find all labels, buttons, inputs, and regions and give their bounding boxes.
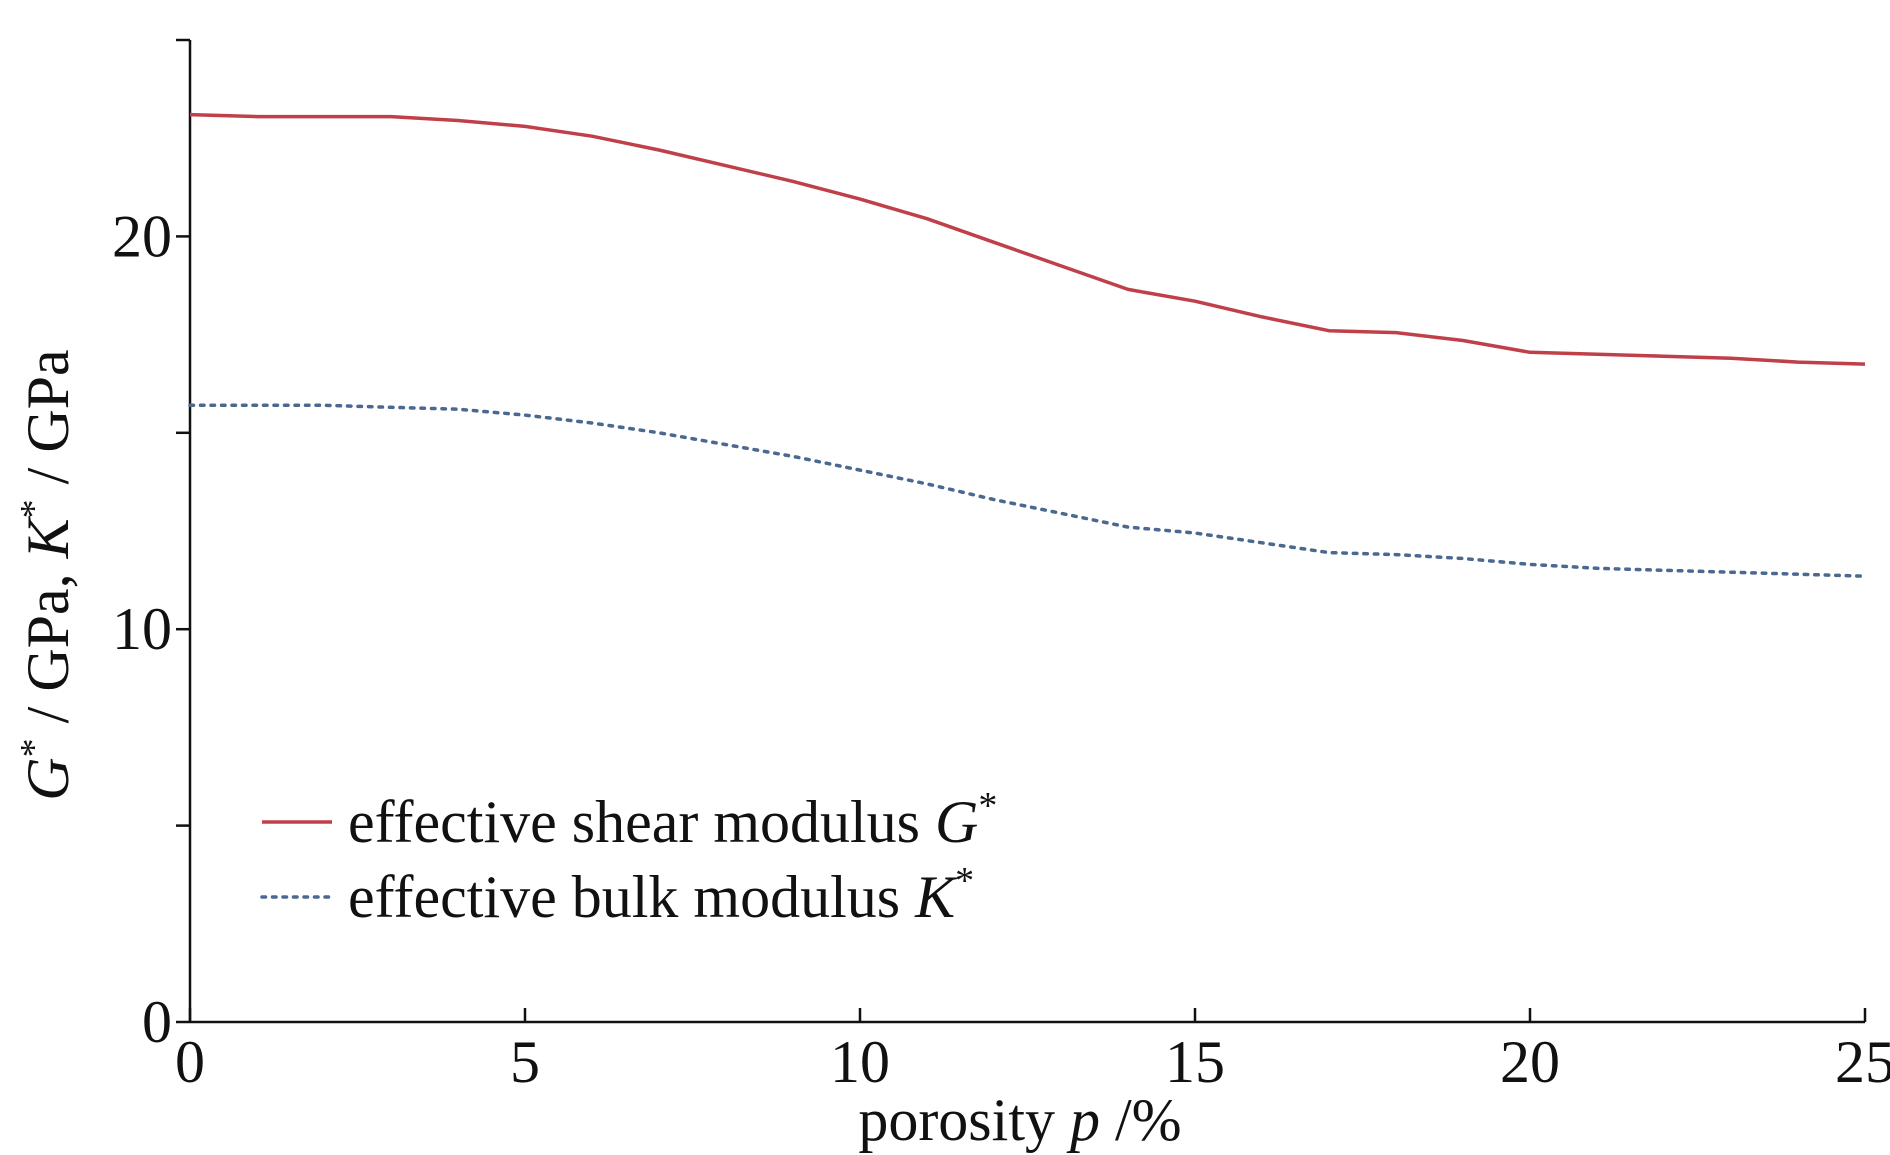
x-tick-label: 25 bbox=[1835, 1029, 1890, 1095]
x-tick-label: 5 bbox=[510, 1029, 540, 1095]
y-axis-title-k-sup: * bbox=[13, 499, 55, 518]
series-line-shear bbox=[189, 112, 1866, 366]
y-tick-label: 0 bbox=[142, 989, 172, 1055]
y-axis-title-g-sup: * bbox=[13, 738, 55, 757]
x-axis-title-prefix: porosity bbox=[858, 1087, 1070, 1153]
y-axis-title-k-unit: / GPa bbox=[15, 349, 81, 499]
y-axis-title: G* / GPa, K* / GPa bbox=[13, 349, 81, 800]
legend-label-shear-name: effective shear modulus bbox=[348, 789, 920, 855]
y-tick-label: 10 bbox=[112, 596, 172, 662]
x-tick-label: 10 bbox=[830, 1029, 890, 1095]
x-axis-title: porosity p /% bbox=[858, 1087, 1181, 1153]
y-tick-label: 20 bbox=[112, 203, 172, 269]
legend-entry-bulk: effective bulk modulus K* bbox=[260, 860, 974, 930]
legend-entry-shear: effective shear modulus G* bbox=[262, 785, 997, 855]
legend-label-bulk-sup: * bbox=[955, 860, 974, 902]
legend-label-bulk-name: effective bulk modulus bbox=[348, 864, 900, 930]
series-line-bulk bbox=[188, 403, 1867, 578]
y-axis-title-g-unit: / GPa, bbox=[15, 558, 81, 738]
legend-label-bulk: effective bulk modulus K* bbox=[348, 860, 974, 930]
legend-label-shear: effective shear modulus G* bbox=[348, 785, 997, 855]
x-tick-label: 0 bbox=[175, 1029, 205, 1095]
x-axis-ticks: 0 5 10 15 20 25 bbox=[175, 1008, 1890, 1095]
legend-label-bulk-symbol: K bbox=[914, 864, 958, 930]
series-layer bbox=[188, 112, 1867, 578]
y-axis-ticks: 0 10 20 bbox=[112, 38, 190, 1055]
y-axis-title-k-var: K bbox=[15, 515, 81, 559]
legend-label-shear-symbol: G bbox=[935, 789, 978, 855]
legend: effective shear modulus G* effective bul… bbox=[260, 785, 997, 930]
axes bbox=[188, 40, 1865, 1024]
legend-label-shear-sup: * bbox=[978, 785, 997, 827]
x-axis-title-var: p bbox=[1066, 1087, 1100, 1153]
x-tick-label: 15 bbox=[1165, 1029, 1225, 1095]
x-tick-label: 20 bbox=[1500, 1029, 1560, 1095]
x-axis-title-suffix: /% bbox=[1100, 1087, 1182, 1153]
y-axis-title-g-var: G bbox=[15, 757, 81, 800]
